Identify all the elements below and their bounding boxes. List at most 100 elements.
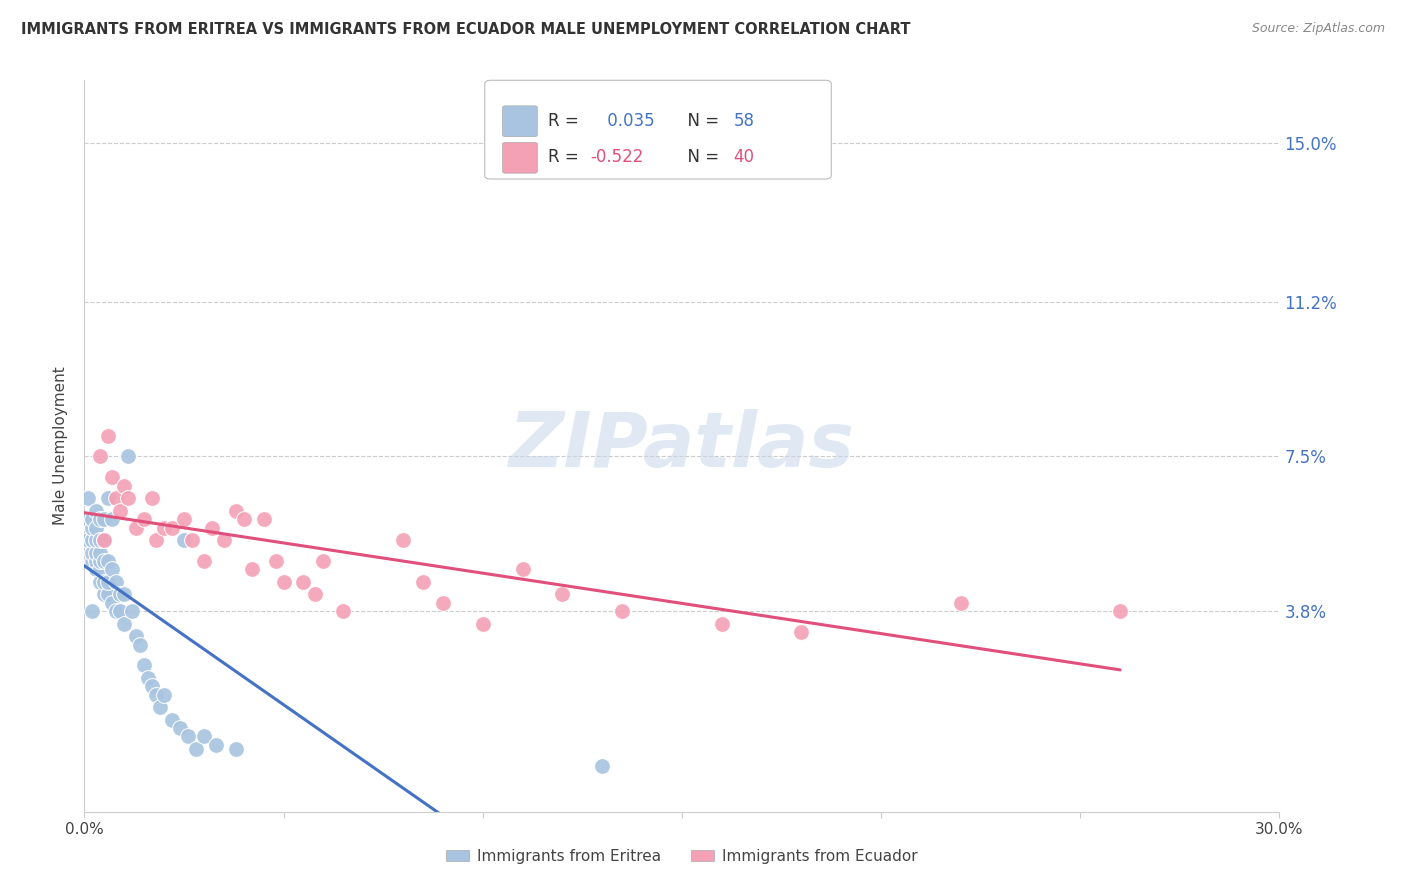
Point (89, 574, 111, 589)
Text: R =: R = (548, 148, 583, 166)
Point (105, 604, 128, 618)
Point (101, 512, 124, 526)
Point (412, 574, 434, 589)
Point (97, 428, 120, 442)
Text: Source: ZipAtlas.com: Source: ZipAtlas.com (1251, 22, 1385, 36)
Point (184, 742, 207, 756)
Point (77, 533, 100, 547)
Point (82, 512, 104, 526)
Point (304, 587, 326, 601)
Point (273, 574, 295, 589)
Point (710, 616, 733, 631)
Point (160, 520, 183, 534)
Text: 40: 40 (734, 148, 754, 166)
Point (101, 562, 124, 576)
Point (93, 533, 115, 547)
Point (471, 616, 494, 631)
Point (129, 638, 152, 652)
Point (93, 512, 115, 526)
Point (105, 491, 128, 506)
Point (193, 554, 215, 568)
Text: -0.522: -0.522 (591, 148, 644, 166)
Point (253, 512, 276, 526)
Point (332, 604, 354, 618)
Point (77, 491, 100, 506)
Point (790, 625, 813, 640)
Point (82, 545, 104, 559)
Point (77, 512, 100, 526)
Point (101, 596, 124, 610)
Point (173, 533, 195, 547)
Point (86, 533, 108, 547)
Point (193, 730, 215, 744)
Point (225, 742, 247, 756)
Point (181, 533, 204, 547)
Point (93, 533, 115, 547)
Point (312, 554, 335, 568)
Point (153, 520, 176, 534)
Text: 0.035: 0.035 (602, 112, 654, 129)
Point (145, 533, 167, 547)
Point (512, 562, 534, 576)
Point (86, 562, 108, 576)
Point (117, 491, 139, 506)
Point (117, 450, 139, 464)
Point (264, 554, 287, 568)
Point (432, 596, 454, 610)
Point (132, 512, 156, 526)
Point (89, 545, 111, 559)
Legend: Immigrants from Eritrea, Immigrants from Ecuador: Immigrants from Eritrea, Immigrants from… (440, 843, 924, 870)
Point (110, 587, 132, 601)
FancyBboxPatch shape (503, 143, 537, 173)
Text: R =: R = (548, 112, 583, 129)
Point (86, 545, 108, 559)
Point (97, 491, 120, 506)
Point (112, 587, 135, 601)
Point (82, 604, 104, 618)
Point (141, 679, 163, 693)
Point (177, 730, 200, 744)
Point (86, 504, 108, 518)
Point (125, 629, 148, 643)
Point (1109, 604, 1132, 618)
Point (89, 554, 111, 568)
Point (112, 616, 135, 631)
Point (93, 554, 115, 568)
Point (89, 533, 111, 547)
Point (392, 533, 415, 547)
Text: 58: 58 (734, 112, 754, 129)
Point (97, 574, 120, 589)
Point (86, 554, 108, 568)
Point (160, 713, 183, 727)
Point (97, 587, 120, 601)
Point (212, 533, 235, 547)
Point (86, 520, 108, 534)
Text: IMMIGRANTS FROM ERITREA VS IMMIGRANTS FROM ECUADOR MALE UNEMPLOYMENT CORRELATION: IMMIGRANTS FROM ERITREA VS IMMIGRANTS FR… (21, 22, 911, 37)
Point (101, 470, 124, 484)
Point (93, 587, 115, 601)
Point (136, 671, 159, 685)
Point (292, 574, 315, 589)
Point (82, 533, 104, 547)
FancyBboxPatch shape (503, 106, 537, 136)
Point (132, 658, 156, 673)
Point (82, 520, 104, 534)
Point (110, 504, 132, 518)
Point (205, 738, 228, 752)
Point (169, 721, 191, 735)
Point (225, 504, 247, 518)
Point (591, 758, 613, 772)
Text: N =: N = (678, 112, 724, 129)
Point (612, 604, 634, 618)
Point (201, 520, 224, 534)
Point (153, 688, 176, 702)
Point (89, 450, 111, 464)
Y-axis label: Male Unemployment: Male Unemployment (53, 367, 69, 525)
Point (89, 562, 111, 576)
Point (82, 554, 104, 568)
Point (89, 512, 111, 526)
Point (232, 512, 254, 526)
Point (97, 554, 120, 568)
Point (112, 479, 135, 493)
Point (110, 604, 132, 618)
